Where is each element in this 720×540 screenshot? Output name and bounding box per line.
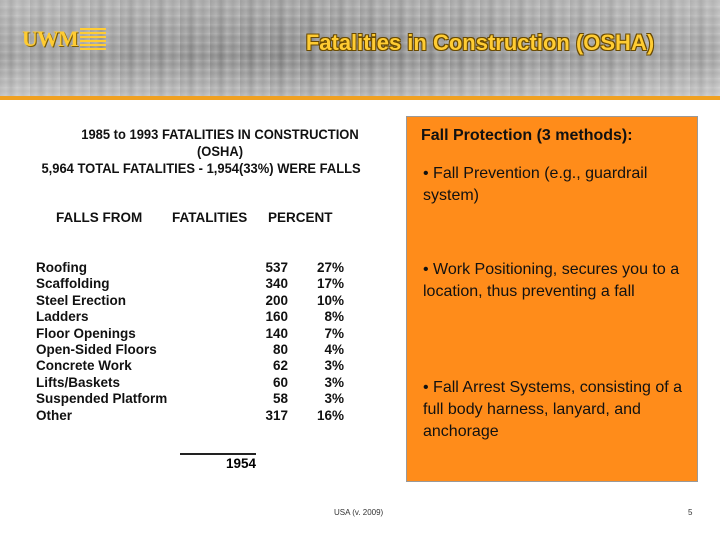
table-heading: 1985 to 1993 FATALITIES IN CONSTRUCTION … [41, 126, 398, 177]
row-category: Lifts/Baskets [36, 374, 121, 390]
logo-stripes-icon [79, 28, 106, 50]
row-category: Ladders [36, 309, 89, 325]
bullet-fall-arrest: • Fall Arrest Systems, consisting of a f… [423, 379, 683, 440]
row-percent: 3% [324, 391, 344, 407]
table-row: Concrete Work 62 3% [34, 358, 406, 374]
row-fatalities: 60 [272, 374, 288, 390]
row-fatalities: 58 [272, 391, 288, 407]
table-row: Floor Openings 140 7% [34, 326, 406, 342]
fall-protection-panel: Fall Protection (3 methods): • Fall Prev… [406, 116, 698, 482]
column-header-percent: PERCENT [268, 210, 333, 225]
row-category: Floor Openings [36, 325, 136, 341]
row-fatalities: 62 [272, 358, 288, 374]
table-row: Scaffolding 340 17% [34, 276, 406, 292]
heading-line-1: 1985 to 1993 FATALITIES IN CONSTRUCTION [81, 127, 359, 142]
table-row: Suspended Platform 58 3% [34, 391, 406, 407]
table-row: Open-Sided Floors 80 4% [34, 342, 406, 358]
row-category: Other [36, 407, 73, 423]
header-banner [0, 0, 720, 96]
source-note: USA (v. 2009) [334, 508, 384, 517]
table-row: Other 317 16% [34, 408, 406, 424]
logo-text: UWM [22, 26, 79, 51]
heading-line-2: (OSHA) [196, 144, 244, 159]
row-category: Suspended Platform [36, 391, 168, 407]
uwm-logo: UWM [22, 26, 106, 52]
row-category: Open-Sided Floors [36, 341, 157, 357]
row-percent: 3% [324, 358, 344, 374]
row-fatalities: 317 [265, 407, 288, 423]
row-percent: 8% [324, 309, 344, 325]
row-fatalities: 80 [272, 341, 288, 357]
table-row: Lifts/Baskets 60 3% [34, 375, 406, 391]
row-fatalities: 200 [265, 292, 288, 308]
row-fatalities: 340 [265, 276, 288, 292]
panel-title: Fall Protection (3 methods): [421, 127, 633, 144]
column-header-fatalities: FATALITIES [172, 210, 248, 225]
bullet-work-positioning: • Work Positioning, secures you to a loc… [423, 261, 680, 300]
fatalities-table: 1985 to 1993 FATALITIES IN CONSTRUCTION … [34, 126, 406, 423]
row-percent: 3% [324, 374, 344, 390]
row-category: Roofing [36, 260, 87, 275]
column-header-falls-from: FALLS FROM [56, 210, 143, 225]
table-row: Steel Erection 200 10% [34, 293, 406, 309]
slide-title: Fatalities in Construction (OSHA) [305, 30, 655, 55]
table-rows: Roofing 537 27% Scaffolding 340 17% Steel Er… [34, 260, 406, 424]
bullet-fall-prevention: • Fall Prevention (e.g., guardrail syste… [423, 165, 648, 204]
row-percent: 10% [316, 292, 344, 308]
table-row: Roofing 537 27% [34, 260, 406, 276]
row-percent: 7% [324, 325, 344, 341]
row-category: Scaffolding [36, 276, 110, 292]
row-fatalities: 537 [265, 260, 288, 275]
table-row: Ladders 160 8% [34, 309, 406, 325]
total-divider [180, 453, 256, 455]
page-number: 5 [688, 508, 693, 517]
row-percent: 4% [324, 341, 344, 357]
heading-line-3: 5,964 TOTAL FATALITIES - 1,954(33%) WERE… [41, 161, 361, 176]
row-category: Concrete Work [36, 358, 132, 374]
row-percent: 17% [316, 276, 344, 292]
row-category: Steel Erection [36, 292, 127, 308]
header-divider [0, 96, 720, 100]
row-fatalities: 140 [265, 325, 288, 341]
row-fatalities: 160 [265, 309, 288, 325]
row-percent: 16% [316, 407, 344, 423]
total-fatalities: 1954 [225, 456, 256, 471]
row-percent: 27% [316, 260, 344, 275]
